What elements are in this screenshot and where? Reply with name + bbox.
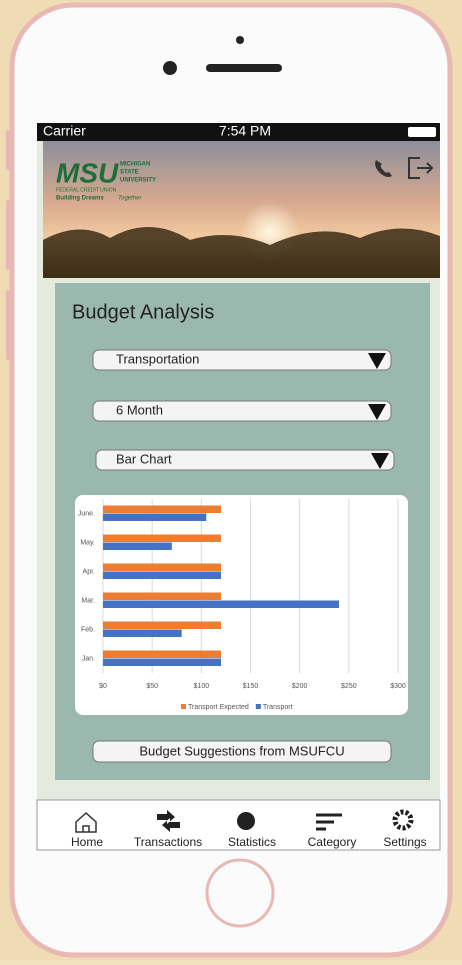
x-tick-label: $300 [390, 683, 406, 690]
tagline-script: Together [118, 196, 142, 202]
page: Carrier 7:54 PM MSU MICHIGAN STATE UNIVE… [0, 0, 462, 960]
side-button [6, 200, 12, 270]
bar [103, 601, 339, 609]
camera [163, 61, 177, 75]
x-tick-label: $100 [194, 683, 210, 690]
y-tick-label: June. [78, 510, 95, 517]
x-tick-label: $50 [146, 683, 158, 690]
y-tick-label: Apr. [83, 568, 96, 575]
y-tick-label: May. [80, 539, 95, 546]
bar [103, 572, 221, 580]
tab-label[interactable]: Category [308, 835, 357, 849]
bar [103, 564, 221, 572]
side-button [6, 130, 12, 170]
tab-label[interactable]: Statistics [228, 835, 276, 849]
dropdown-label[interactable]: Bar Chart [116, 451, 172, 466]
logo-line: UNIVERSITY [120, 178, 156, 184]
bar [103, 543, 172, 551]
logo-line: STATE [120, 170, 139, 176]
tab-label[interactable]: Settings [383, 835, 426, 849]
tab-label[interactable]: Home [71, 835, 103, 849]
tab-label[interactable]: Transactions [134, 835, 202, 849]
legend-label: Transport [263, 704, 293, 711]
side-button [6, 290, 12, 360]
bar [103, 622, 221, 630]
bar [103, 630, 182, 638]
dropdown[interactable]: 6 Month [93, 401, 391, 421]
dropdown-label[interactable]: Transportation [116, 351, 199, 366]
logo: MSU [56, 157, 119, 188]
bar [103, 593, 221, 601]
dropdown[interactable]: Bar Chart [96, 450, 394, 470]
statistics-icon[interactable] [237, 812, 255, 830]
logo-line: MICHIGAN [120, 162, 150, 168]
legend-swatch [181, 704, 186, 709]
y-tick-label: Feb. [81, 626, 95, 633]
x-tick-label: $200 [292, 683, 308, 690]
suggestions-label[interactable]: Budget Suggestions from MSUFCU [139, 743, 344, 758]
carrier: Carrier [43, 123, 86, 139]
dropdown[interactable]: Transportation [93, 350, 391, 370]
bar [103, 659, 221, 667]
logo-sub: FEDERAL CREDIT UNION [56, 187, 117, 193]
panel-title: Budget Analysis [72, 301, 214, 323]
x-tick-label: $150 [243, 683, 259, 690]
bar [103, 535, 221, 543]
y-tick-label: Jan. [82, 655, 95, 662]
speaker [206, 64, 282, 72]
sensor [236, 36, 244, 44]
battery [408, 127, 436, 137]
x-tick-label: $0 [99, 683, 107, 690]
legend-label: Transport Expected [188, 704, 249, 711]
bar [103, 514, 206, 522]
x-tick-label: $250 [341, 683, 357, 690]
bar [103, 506, 221, 514]
bar [103, 651, 221, 659]
tagline: Building Dreams [56, 196, 104, 202]
time: 7:54 PM [219, 123, 271, 139]
y-tick-label: Mar. [81, 597, 95, 604]
dropdown-label[interactable]: 6 Month [116, 402, 163, 417]
legend-swatch [256, 704, 261, 709]
